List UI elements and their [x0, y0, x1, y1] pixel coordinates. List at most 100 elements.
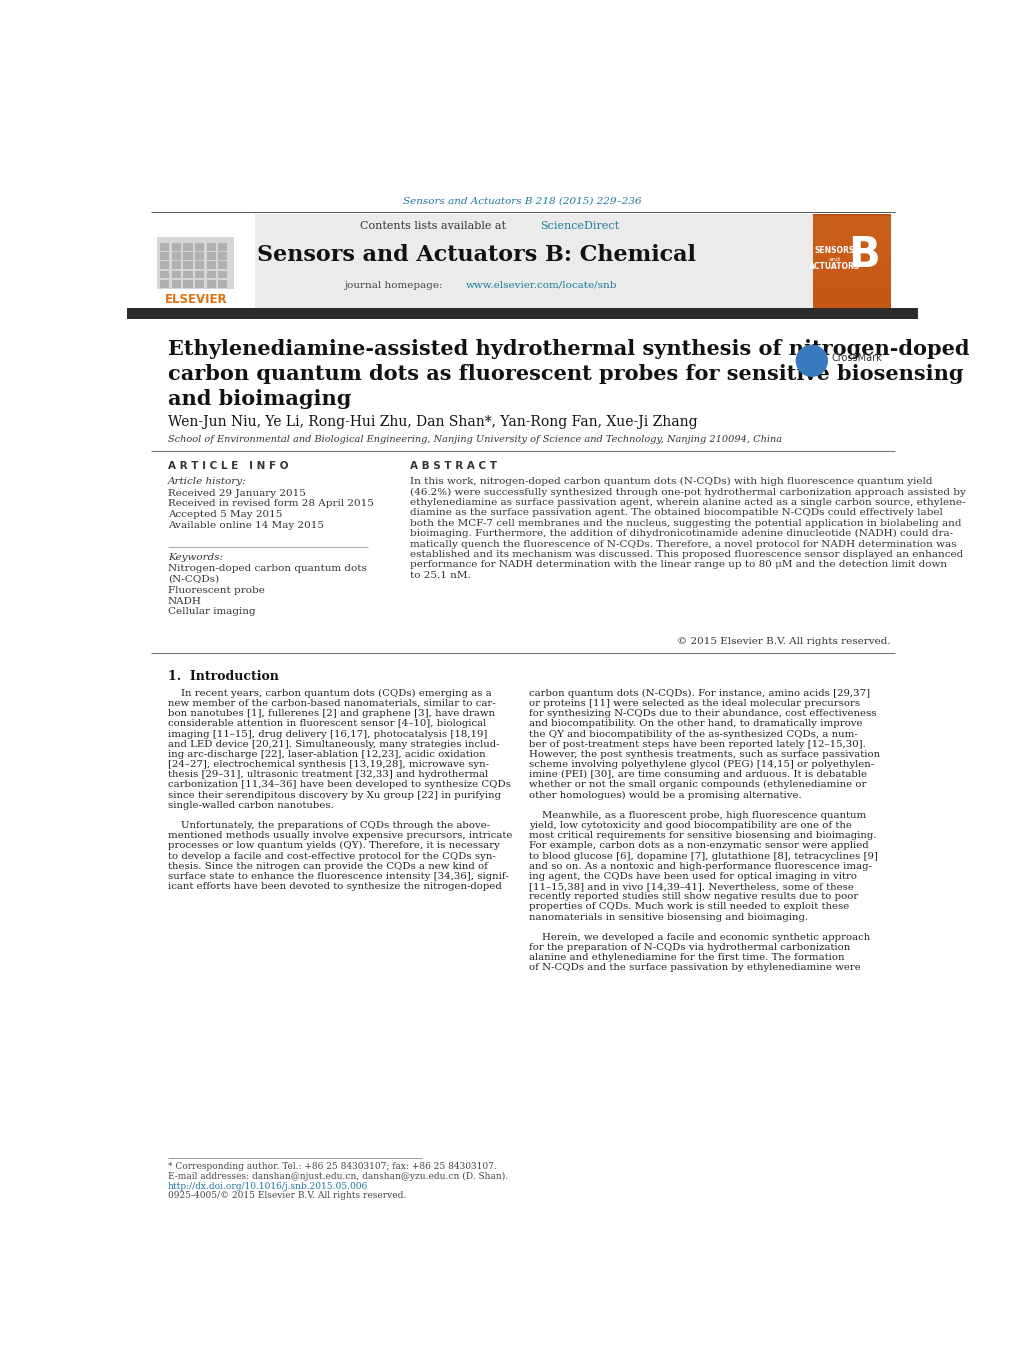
Bar [812, 253, 890, 262]
Text: carbonization [11,34–36] have been developed to synthesize CQDs: carbonization [11,34–36] have been devel… [168, 781, 511, 789]
Text: Cellular imaging: Cellular imaging [168, 608, 255, 616]
Text: ing agent, the CQDs have been used for optical imaging in vitro: ing agent, the CQDs have been used for o… [529, 871, 856, 881]
Text: other homologues) would be a promising alternative.: other homologues) would be a promising a… [529, 790, 801, 800]
Text: Ethylenediamine-assisted hydrothermal synthesis of nitrogen-doped: Ethylenediamine-assisted hydrothermal sy… [168, 339, 968, 359]
Bar [183, 262, 193, 269]
Text: most critical requirements for sensitive biosensing and bioimaging.: most critical requirements for sensitive… [529, 831, 875, 840]
Text: thesis [29–31], ultrasonic treatment [32,33] and hydrothermal: thesis [29–31], ultrasonic treatment [32… [168, 770, 487, 780]
Text: to blood glucose [6], dopamine [7], glutathione [8], tetracyclines [9]: to blood glucose [6], dopamine [7], glut… [529, 851, 877, 861]
Text: matically quench the fluorescence of N-CQDs. Therefore, a novel protocol for NAD: matically quench the fluorescence of N-C… [410, 539, 956, 549]
Text: B: B [847, 234, 878, 276]
Text: imaging [11–15], drug delivery [16,17], photocatalysis [18,19]: imaging [11–15], drug delivery [16,17], … [168, 730, 487, 739]
Text: to 25.1 nM.: to 25.1 nM. [410, 570, 471, 580]
Text: E-mail addresses: danshan@njust.edu.cn, danshan@yzu.edu.cn (D. Shan).: E-mail addresses: danshan@njust.edu.cn, … [168, 1171, 507, 1181]
Text: considerable attention in fluorescent sensor [4–10], biological: considerable attention in fluorescent se… [168, 720, 486, 728]
Text: recently reported studies still show negative results due to poor: recently reported studies still show neg… [529, 892, 857, 901]
Text: yield, low cytotoxicity and good biocompatibility are one of the: yield, low cytotoxicity and good biocomp… [529, 821, 851, 830]
Bar [151, 215, 255, 308]
Bar [218, 270, 227, 278]
Text: since their serendipitous discovery by Xu group [22] in purifying: since their serendipitous discovery by X… [168, 790, 500, 800]
Bar [195, 280, 204, 288]
Text: thesis. Since the nitrogen can provide the CQDs a new kind of: thesis. Since the nitrogen can provide t… [168, 862, 487, 870]
Bar [195, 243, 204, 251]
Bar [151, 215, 812, 308]
Text: properties of CQDs. Much work is still needed to exploit these: properties of CQDs. Much work is still n… [529, 902, 849, 912]
Bar [206, 253, 216, 259]
Text: Fluorescent probe: Fluorescent probe [168, 586, 264, 594]
Text: and biocompatibility. On the other hand, to dramatically improve: and biocompatibility. On the other hand,… [529, 720, 862, 728]
Text: A R T I C L E   I N F O: A R T I C L E I N F O [168, 461, 288, 471]
Text: and: and [827, 257, 840, 262]
Bar [218, 262, 227, 269]
Bar [812, 299, 890, 308]
Text: Contents lists available at: Contents lists available at [360, 222, 510, 231]
Text: whether or not the small organic compounds (ethylenediamine or: whether or not the small organic compoun… [529, 781, 865, 789]
Text: Unfortunately, the preparations of CQDs through the above-: Unfortunately, the preparations of CQDs … [168, 821, 489, 830]
Text: surface state to enhance the fluorescence intensity [34,36], signif-: surface state to enhance the fluorescenc… [168, 871, 507, 881]
Bar [160, 262, 169, 269]
Text: to develop a facile and cost-effective protocol for the CQDs syn-: to develop a facile and cost-effective p… [168, 851, 495, 861]
Text: both the MCF-7 cell membranes and the nucleus, suggesting the potential applicat: both the MCF-7 cell membranes and the nu… [410, 519, 961, 528]
Bar [812, 235, 890, 243]
Bar [218, 253, 227, 259]
Text: For example, carbon dots as a non-enzymatic sensor were applied: For example, carbon dots as a non-enzyma… [529, 842, 868, 850]
Text: Sensors and Actuators B: Chemical: Sensors and Actuators B: Chemical [257, 243, 695, 266]
Text: www.elsevier.com/locate/snb: www.elsevier.com/locate/snb [465, 281, 616, 290]
Text: the QY and biocompatibility of the as-synthesized CQDs, a num-: the QY and biocompatibility of the as-sy… [529, 730, 857, 739]
Bar [206, 280, 216, 288]
Text: A B S T R A C T: A B S T R A C T [410, 461, 497, 471]
Text: © 2015 Elsevier B.V. All rights reserved.: © 2015 Elsevier B.V. All rights reserved… [677, 638, 890, 646]
Text: NADH: NADH [168, 597, 202, 605]
Text: [11–15,38] and in vivo [14,39–41]. Nevertheless, some of these: [11–15,38] and in vivo [14,39–41]. Never… [529, 882, 853, 892]
Bar [160, 253, 169, 259]
Text: journal homepage:: journal homepage: [344, 281, 446, 290]
Text: http://dx.doi.org/10.1016/j.snb.2015.05.006: http://dx.doi.org/10.1016/j.snb.2015.05.… [168, 1182, 368, 1190]
Text: +: + [801, 349, 821, 373]
Bar [206, 270, 216, 278]
Text: ethylenediamine as surface passivation agent, wherein alanine acted as a single : ethylenediamine as surface passivation a… [410, 499, 965, 507]
Text: Received in revised form 28 April 2015: Received in revised form 28 April 2015 [168, 500, 373, 508]
Bar [171, 280, 180, 288]
Text: and bioimaging: and bioimaging [168, 389, 351, 408]
Text: Available online 14 May 2015: Available online 14 May 2015 [168, 521, 323, 530]
Text: Accepted 5 May 2015: Accepted 5 May 2015 [168, 511, 282, 519]
Bar [812, 290, 890, 299]
Text: Meanwhile, as a fluorescent probe, high fluorescence quantum: Meanwhile, as a fluorescent probe, high … [529, 811, 865, 820]
Text: SENSORS: SENSORS [813, 246, 854, 255]
Bar [183, 253, 193, 259]
Text: processes or low quantum yields (QY). Therefore, it is necessary: processes or low quantum yields (QY). Th… [168, 842, 499, 850]
Text: of N-CQDs and the surface passivation by ethylenediamine were: of N-CQDs and the surface passivation by… [529, 963, 860, 973]
Text: However, the post synthesis treatments, such as surface passivation: However, the post synthesis treatments, … [529, 750, 879, 759]
Bar [171, 262, 180, 269]
Text: CrossMark: CrossMark [830, 353, 881, 362]
Bar [195, 270, 204, 278]
Bar [183, 243, 193, 251]
Bar [218, 243, 227, 251]
Bar [160, 243, 169, 251]
Text: carbon quantum dots as fluorescent probes for sensitive biosensing: carbon quantum dots as fluorescent probe… [168, 363, 962, 384]
Bar [206, 262, 216, 269]
Text: alanine and ethylenediamine for the first time. The formation: alanine and ethylenediamine for the firs… [529, 954, 844, 962]
Text: Wen-Jun Niu, Ye Li, Rong-Hui Zhu, Dan Shan*, Yan-Rong Fan, Xue-Ji Zhang: Wen-Jun Niu, Ye Li, Rong-Hui Zhu, Dan Sh… [168, 415, 697, 430]
Bar [812, 243, 890, 253]
Bar [171, 243, 180, 251]
Text: Herein, we developed a facile and economic synthetic approach: Herein, we developed a facile and econom… [529, 932, 869, 942]
Text: performance for NADH determination with the linear range up to 80 μM and the det: performance for NADH determination with … [410, 561, 947, 569]
Bar [218, 280, 227, 288]
Text: bon nanotubes [1], fullerenes [2] and graphene [3], have drawn: bon nanotubes [1], fullerenes [2] and gr… [168, 709, 494, 719]
Bar [812, 216, 890, 226]
Text: for synthesizing N-CQDs due to their abundance, cost effectiveness: for synthesizing N-CQDs due to their abu… [529, 709, 875, 719]
Text: ACTUATORS: ACTUATORS [808, 262, 859, 272]
Bar [206, 243, 216, 251]
Bar [812, 281, 890, 290]
Bar [183, 280, 193, 288]
Bar [183, 270, 193, 278]
Text: icant efforts have been devoted to synthesize the nitrogen-doped: icant efforts have been devoted to synth… [168, 882, 501, 892]
Text: single-walled carbon nanotubes.: single-walled carbon nanotubes. [168, 801, 333, 809]
Text: established and its mechanism was discussed. This proposed fluorescence sensor d: established and its mechanism was discus… [410, 550, 963, 559]
Text: and so on. As a nontoxic and high-performance fluorescence imag-: and so on. As a nontoxic and high-perfor… [529, 862, 871, 870]
Text: for the preparation of N-CQDs via hydrothermal carbonization: for the preparation of N-CQDs via hydrot… [529, 943, 850, 952]
Text: nanomaterials in sensitive biosensing and bioimaging.: nanomaterials in sensitive biosensing an… [529, 912, 807, 921]
Bar [195, 253, 204, 259]
Bar [157, 236, 234, 289]
